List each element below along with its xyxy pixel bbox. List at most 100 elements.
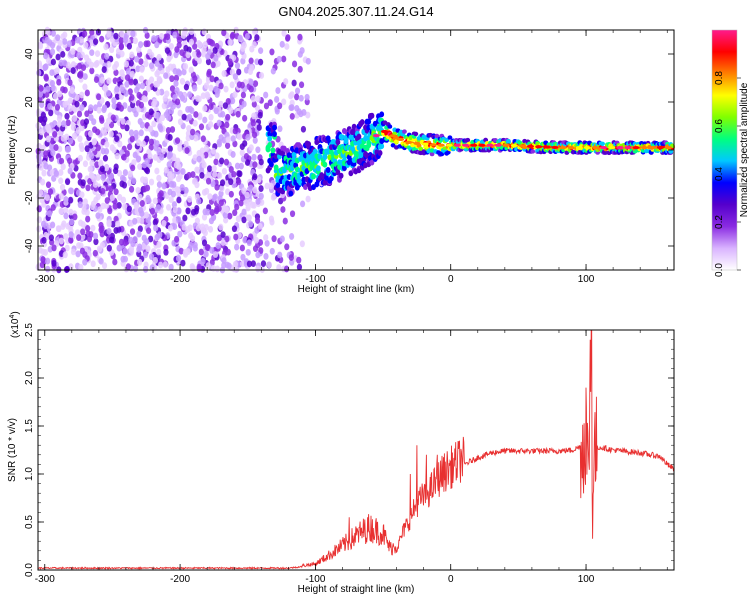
spectrogram-cell [270, 67, 276, 75]
spectrogram-cell [218, 82, 224, 90]
spectrogram-cell [42, 52, 49, 60]
spectrogram-cell [190, 264, 196, 272]
spectrogram-cell [138, 101, 145, 109]
spectrogram-cell [84, 110, 90, 118]
spectrogram-cell [177, 230, 183, 238]
spectrogram-cell [151, 35, 157, 42]
spectrogram-cell [518, 144, 526, 148]
spectrogram-cell [93, 238, 99, 246]
spectrogram-cell [369, 112, 375, 119]
spectrogram-cell [257, 111, 263, 119]
spectrogram-cell [164, 47, 171, 54]
spectrogram-cell [193, 111, 199, 118]
spectrogram-cell [49, 48, 56, 56]
spectrogram-cell [175, 255, 182, 262]
spectrogram-cell [200, 226, 206, 234]
spectrogram-cell [437, 143, 445, 147]
spectrogram-cell [109, 194, 115, 202]
spectrogram-cell [156, 181, 163, 189]
spectrogram-cell [164, 90, 170, 98]
spectrogram-cell [225, 113, 231, 121]
spectrogram-cell [119, 69, 125, 77]
spectrogram-cell [240, 91, 247, 99]
spectrogram-cell [89, 67, 95, 75]
spectrogram-cell [234, 62, 241, 70]
spectrogram-cell [128, 247, 134, 255]
spectrogram-cell [116, 226, 122, 233]
spectrogram-cell [439, 151, 445, 157]
spectrogram-cell [201, 161, 207, 169]
spectrogram-cell [241, 216, 247, 224]
spectrogram-cell [136, 91, 142, 99]
spectrogram-cell [243, 152, 250, 160]
spectrogram-cell [144, 135, 150, 143]
snr-y-multiplier-close: ) [10, 311, 21, 314]
spectrogram-cell [181, 113, 187, 121]
spectrogram-cell [453, 143, 461, 147]
spectrogram-cell [502, 143, 510, 147]
spectrogram-cell [221, 29, 227, 37]
spectrogram-cell [98, 159, 104, 167]
spectrogram-cell [56, 78, 62, 86]
spectrogram-cell [172, 67, 178, 75]
spectrogram-cell [444, 137, 450, 143]
spectrogram-cell [197, 113, 203, 121]
spectrogram-cell [328, 175, 334, 182]
spectrogram-cell [135, 186, 141, 194]
spectrogram-cell [291, 60, 298, 68]
spectrogram-cell [269, 48, 275, 56]
spectrogram-cell [40, 111, 46, 119]
spectrogram-cell [167, 145, 173, 153]
spectrogram-cell [115, 220, 121, 228]
spectrogram-cell [233, 233, 239, 241]
spectrogram-cell [213, 107, 219, 115]
spectrogram-cell [156, 248, 162, 256]
colorbar-label: Normalized spectral amplitude [739, 82, 750, 217]
snr-x-ticks: -300 -200 -100 0 100 [35, 330, 668, 585]
spectrogram-cell [144, 32, 150, 39]
spectrogram-cell [247, 220, 254, 228]
spectrogram-cell [583, 146, 591, 150]
spectrogram-cell [194, 181, 200, 189]
spectrogram-cell [289, 91, 295, 98]
spectrogram-cell [174, 87, 180, 94]
spectrogram-cell [80, 221, 86, 228]
spectrogram-cell [65, 222, 71, 230]
spectrogram-cell [227, 58, 233, 66]
spectrogram-cell [215, 60, 221, 68]
spectrogram-cell [196, 265, 202, 273]
spectrogram-cell [239, 244, 245, 252]
spectrogram-cell [98, 226, 104, 234]
spectrogram-cell [46, 210, 53, 218]
spectrogram-cell [58, 157, 65, 165]
spectrogram-cell [210, 147, 217, 155]
spectrogram-cell [106, 244, 112, 252]
spectrogram-cell [215, 242, 221, 249]
spectrogram-cell [138, 129, 144, 137]
spectrogram-cell [113, 188, 119, 196]
spectrogram-cell [196, 78, 203, 85]
spectrogram-cell [89, 159, 95, 167]
spectrogram-cell [112, 258, 118, 266]
spectrogram-cell [136, 139, 142, 147]
spectrogram-cell [174, 137, 181, 145]
spectrogram-cell [120, 196, 127, 204]
figure-title: GN04.2025.307.11.24.G14 [278, 4, 433, 19]
spectrogram-cell [122, 36, 129, 44]
spectrogram-cell [140, 82, 146, 90]
spectrogram-cell [111, 102, 117, 110]
spectrogram-cell [179, 183, 185, 191]
spectrogram-cell [141, 95, 147, 102]
spectrogram-cell [88, 114, 94, 121]
spectrogram-cell [510, 144, 518, 148]
spectrogram-cell [144, 238, 150, 245]
spectrogram-cell [48, 109, 54, 117]
spectrogram-cell [559, 146, 567, 150]
y-tick-label: 1.0 [24, 467, 35, 481]
spectrogram-cell [67, 187, 74, 195]
spectrogram-cell [248, 78, 254, 86]
spectrogram-cell [421, 142, 429, 146]
spectrogram-cell [245, 248, 251, 256]
spectrogram-cell [131, 177, 137, 185]
spectrogram-cell [124, 80, 130, 88]
